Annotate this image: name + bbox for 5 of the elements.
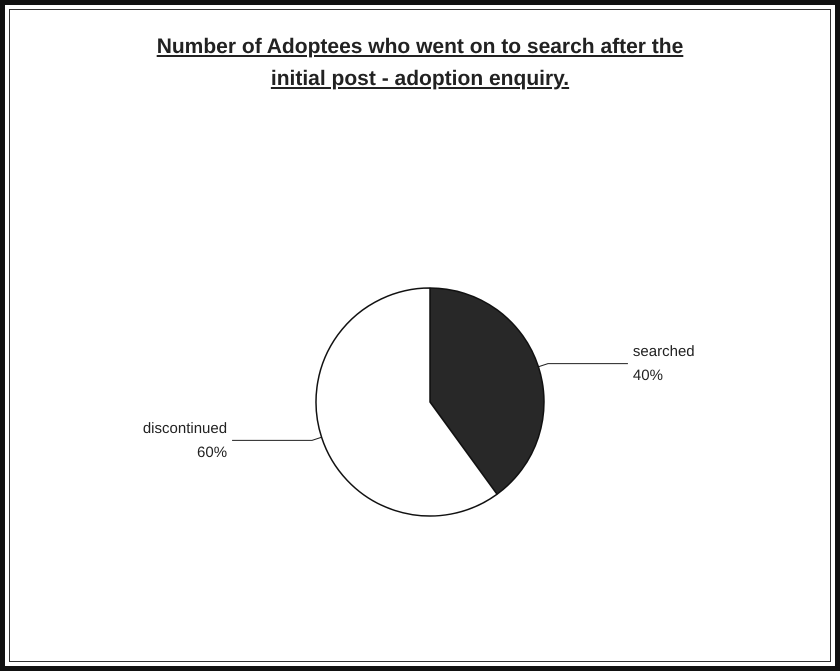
data-label: 60%	[197, 444, 228, 461]
slice-label: discontinued	[142, 420, 228, 437]
slice-label: searched	[632, 343, 695, 360]
data-label: 40%	[632, 367, 663, 384]
chart-title: Number of Adoptees who went on to search after the initial post - adoption enquiry.	[156, 34, 684, 92]
